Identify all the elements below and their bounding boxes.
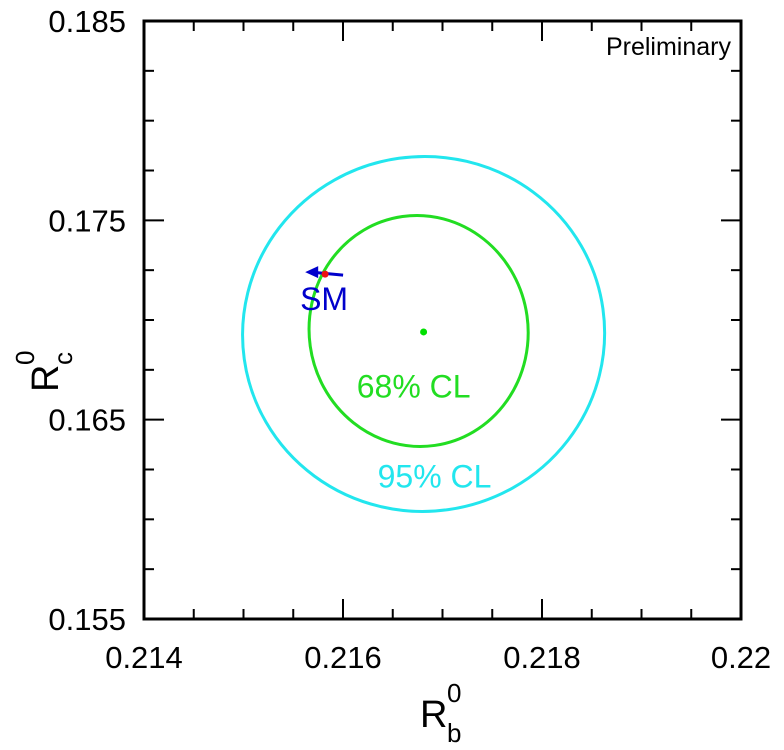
y-axis-title-symbol: R: [25, 365, 67, 392]
contour-label: 95% CL: [378, 458, 492, 494]
y-axis-title-superscript: 0: [10, 351, 40, 365]
x-axis-title-superscript: 0: [447, 678, 461, 708]
y-tick-label: 0.165: [48, 403, 126, 438]
y-axis-title: R c 0: [10, 351, 78, 392]
sm-point: [321, 270, 329, 278]
plot-data: 68% CL 95% CL SM: [241, 154, 607, 513]
sm-arrowhead: [305, 266, 319, 279]
contour-95-cl: [241, 154, 607, 513]
minor-ticks: [144, 21, 741, 619]
major-ticks: [143, 20, 742, 620]
contour-68-cl: [307, 213, 530, 448]
x-axis-title-subscript: b: [447, 718, 461, 748]
sm-label: SM: [300, 281, 348, 317]
x-tick-label: 0.214: [105, 640, 183, 675]
contour-label: 68% CL: [357, 369, 471, 405]
x-tick-label: 0.218: [503, 640, 581, 675]
y-tick-labels: 0.155 0.165 0.175 0.185: [48, 4, 126, 637]
y-tick-label: 0.175: [48, 203, 126, 238]
preliminary-note: Preliminary: [606, 33, 732, 61]
measurement-point: [420, 328, 428, 336]
plot-frame: [142, 19, 743, 621]
y-tick-label: 0.155: [48, 602, 126, 637]
y-axis-title-subscript: c: [48, 352, 78, 365]
x-axis-title-symbol: R: [420, 694, 447, 736]
x-tick-label: 0.216: [304, 640, 382, 675]
y-tick-label: 0.185: [48, 4, 126, 39]
x-tick-label: 0.22: [711, 640, 771, 675]
x-tick-labels: 0.214 0.216 0.218 0.22: [105, 640, 771, 675]
x-axis-title: R b 0: [420, 678, 461, 748]
